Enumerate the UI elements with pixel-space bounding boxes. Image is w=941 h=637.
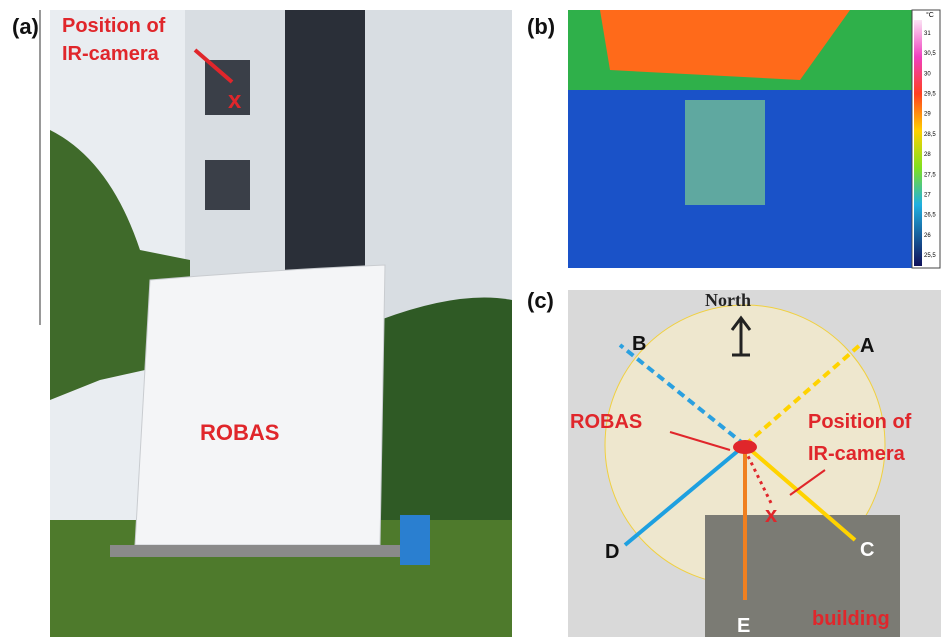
colorbar-tick-label: 30 — [924, 71, 931, 77]
robas-box — [135, 265, 385, 545]
colorbar-tick-label: 29,5 — [924, 92, 936, 98]
panel-a: (a) Position of IR-camera x ROBAS — [12, 10, 512, 637]
colorbar-tick-label: 30,5 — [924, 51, 936, 57]
window — [205, 160, 250, 210]
panel-label: (b) — [527, 14, 555, 39]
colorbar-tick-label: 28 — [924, 152, 931, 158]
thermal-box — [685, 100, 765, 205]
pallet-jack — [400, 515, 430, 565]
object-label: ROBAS — [200, 420, 279, 445]
camera-note: IR-camera — [808, 443, 906, 465]
colorbar-tick-label: 29 — [924, 112, 931, 118]
colorbar-tick-label: 25,5 — [924, 253, 936, 259]
point-label: B — [632, 333, 646, 355]
colorbar-tick-label: 28,5 — [924, 132, 936, 138]
panel-label: (c) — [527, 288, 554, 313]
panel-b: °C 3130,53029,52928,52827,52726,52625,5 … — [527, 10, 940, 268]
panel-c: B A C D E North ROBAS Position of IR-cam… — [527, 288, 941, 637]
panel-label: (a) — [12, 14, 39, 39]
point-label: E — [737, 615, 750, 637]
colorbar-tick-label: 26,5 — [924, 213, 936, 219]
x-mark: x — [765, 502, 778, 527]
building-label: building — [812, 608, 890, 630]
point-label: C — [860, 539, 874, 561]
window-column — [285, 10, 365, 270]
point-label: D — [605, 541, 619, 563]
pallet — [110, 545, 400, 557]
x-mark: x — [228, 87, 242, 114]
camera-note: Position of — [62, 15, 166, 37]
camera-note: IR-camera — [62, 43, 160, 65]
camera-note: Position of — [808, 411, 912, 433]
point-label: A — [860, 335, 874, 357]
bushes — [380, 298, 512, 521]
north-label: North — [705, 290, 751, 310]
colorbar-tick-label: 27 — [924, 192, 931, 198]
colorbar-tick-label: 31 — [924, 31, 931, 37]
colorbar — [914, 20, 922, 266]
figure: (a) Position of IR-camera x ROBAS °C 31 3… — [0, 0, 941, 637]
object-label: ROBAS — [570, 411, 642, 433]
colorbar-unit: °C — [926, 11, 934, 19]
colorbar-tick-label: 26 — [924, 233, 931, 239]
colorbar-tick-label: 27,5 — [924, 172, 936, 178]
